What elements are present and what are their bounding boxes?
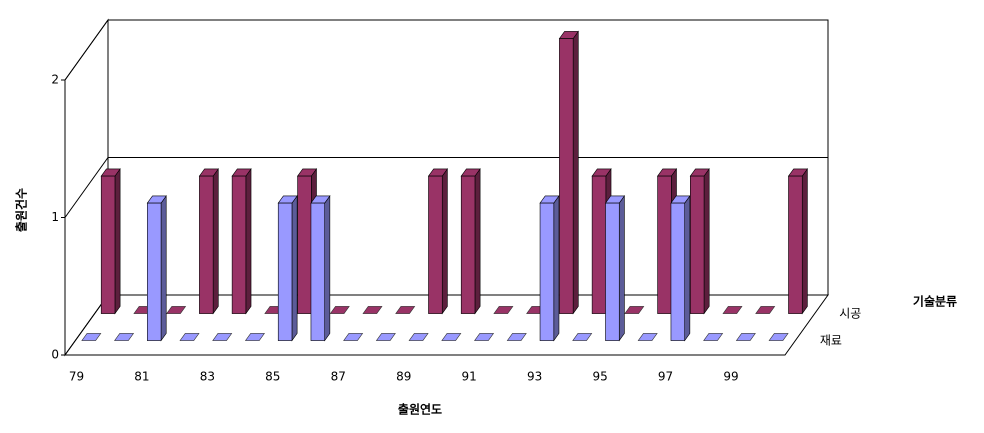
x-tick-label: 87 — [331, 370, 346, 384]
bar-side — [572, 30, 579, 315]
x-tick-label: 97 — [658, 370, 673, 384]
bar-tile — [114, 333, 135, 341]
bar-tile — [703, 333, 724, 341]
grid-line — [64, 19, 828, 81]
bar-side — [114, 167, 121, 315]
bar — [788, 175, 803, 314]
bar — [199, 175, 214, 314]
bar-tile — [362, 306, 383, 314]
bar — [559, 38, 574, 314]
bar-side — [441, 167, 448, 315]
bar-tile — [408, 333, 429, 341]
bar-tile — [637, 333, 658, 341]
bar-side — [684, 194, 691, 342]
bar — [277, 202, 293, 341]
bar — [690, 175, 705, 314]
bar-tile — [474, 333, 495, 341]
bar-tile — [722, 306, 743, 314]
bar-tile — [244, 333, 265, 341]
bar — [539, 202, 555, 341]
bar-side — [553, 194, 560, 342]
bar-tile — [166, 306, 187, 314]
bar-side — [703, 167, 710, 315]
bar — [297, 175, 312, 314]
y-axis-label: 출원건수 — [14, 188, 29, 232]
legend-label: 시공 — [839, 307, 861, 321]
bar-tile — [441, 333, 462, 341]
bar-tile — [343, 333, 364, 341]
bar-tile — [395, 306, 416, 314]
bar-side — [618, 194, 625, 342]
bar-side — [291, 194, 298, 342]
x-tick-label: 95 — [592, 370, 607, 384]
bar-tile — [179, 333, 200, 341]
bar — [147, 202, 162, 341]
bar-tile — [506, 333, 527, 341]
legend-title: 기술분류 — [913, 294, 957, 309]
bar-tile — [375, 333, 396, 341]
x-tick-label: 79 — [69, 370, 84, 384]
x-tick-label: 91 — [462, 370, 477, 384]
bar-tile — [329, 306, 350, 314]
bar-side — [801, 167, 808, 315]
x-axis-label: 출원연도 — [398, 402, 442, 417]
bar-tile — [212, 333, 233, 341]
grid-line — [64, 157, 828, 218]
x-tick-label: 89 — [396, 370, 411, 384]
x-tick-label: 93 — [527, 370, 542, 384]
bar-side — [160, 194, 167, 342]
legend-label: 재료 — [820, 334, 842, 348]
bar-tile — [81, 333, 102, 341]
bar-side — [324, 194, 331, 342]
bar-tile — [755, 306, 776, 314]
x-tick-label: 83 — [200, 370, 215, 384]
bar — [310, 202, 326, 341]
bar-side — [245, 167, 252, 315]
bar — [670, 202, 686, 341]
bar — [460, 175, 476, 314]
x-tick-label: 99 — [723, 370, 738, 384]
x-tick-label: 85 — [265, 370, 280, 384]
bar-tile — [624, 306, 645, 314]
y-tick-label: 1 — [51, 210, 59, 224]
bar-side — [212, 167, 219, 315]
x-tick-label: 81 — [134, 370, 149, 384]
bar — [657, 175, 672, 314]
bar — [428, 175, 443, 314]
bar-side — [474, 167, 481, 315]
y-tick-label: 2 — [51, 73, 59, 87]
bar — [591, 175, 607, 314]
bar — [231, 175, 247, 314]
bar-tile — [768, 333, 789, 341]
bar — [605, 202, 620, 341]
y-tick-label: 0 — [51, 348, 59, 362]
bar-tile — [493, 306, 514, 314]
bar-tile — [735, 333, 756, 341]
bar — [100, 175, 116, 314]
bar-tile — [572, 333, 593, 341]
